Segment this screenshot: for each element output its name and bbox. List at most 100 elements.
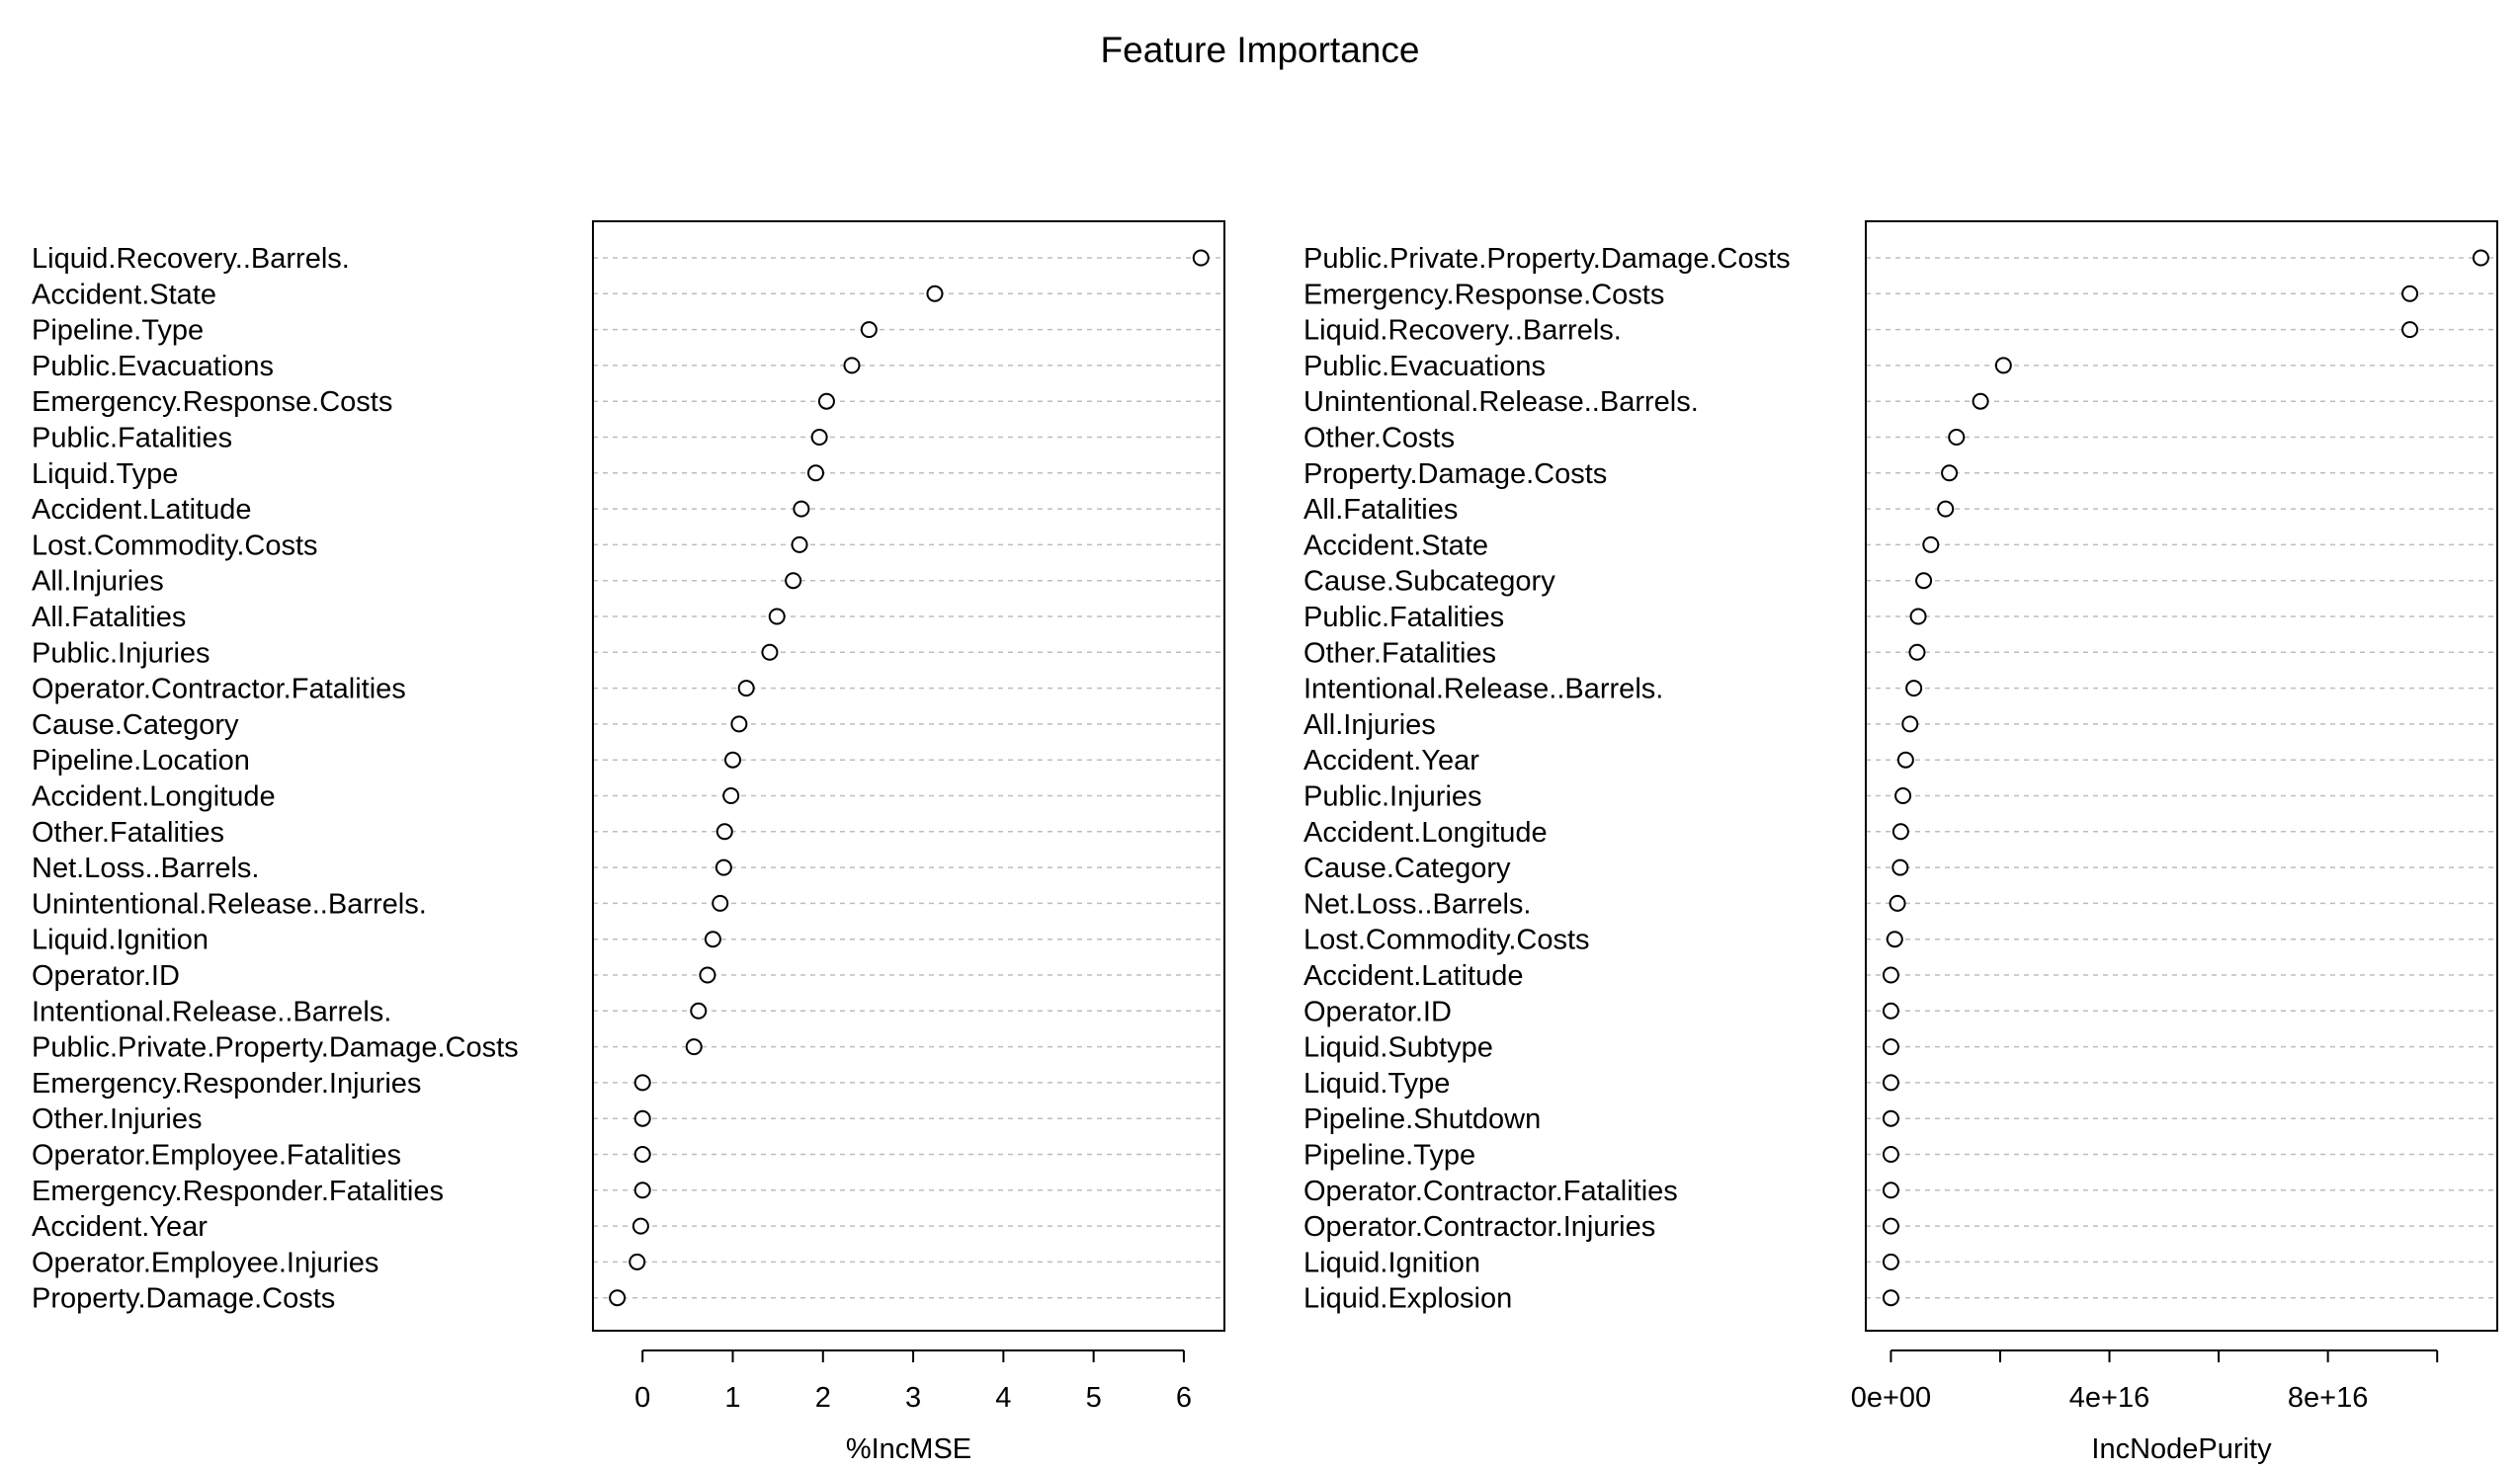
category-label: Public.Fatalities (32, 423, 232, 454)
data-point (1894, 787, 1912, 804)
incmse-dotchart-panel: Liquid.Recovery..Barrels. Accident.State P… (32, 220, 1225, 1465)
category-label: Operator.Employee.Fatalities (32, 1140, 401, 1172)
data-point (699, 966, 716, 984)
data-point (1882, 1289, 1899, 1307)
category-label: Unintentional.Release..Barrels. (32, 888, 427, 920)
figure-title: Feature Importance (1101, 30, 1420, 70)
category-label: Public.Evacuations (1303, 351, 1546, 382)
data-point (631, 1217, 649, 1235)
category-label: Pipeline.Type (32, 315, 204, 347)
data-point (2472, 249, 2489, 267)
category-label: Liquid.Subtype (1303, 1032, 1493, 1064)
category-label: Cause.Subcategory (1303, 566, 1555, 598)
data-point (1882, 1182, 1899, 1199)
category-label: Lost.Commodity.Costs (32, 530, 318, 561)
data-point (723, 751, 741, 769)
data-point (633, 1074, 651, 1092)
incnodepurity-dotchart-panel: Public.Private.Property.Damage.Costs Emer… (1303, 220, 2498, 1465)
category-label: Lost.Commodity.Costs (1303, 925, 1590, 956)
category-label: All.Injuries (1303, 709, 1436, 741)
category-label: Public.Private.Property.Damage.Costs (32, 1032, 519, 1064)
category-label: All.Fatalities (32, 602, 186, 633)
category-label: Pipeline.Type (1303, 1140, 1475, 1172)
category-label: Liquid.Recovery..Barrels. (1303, 315, 1622, 347)
data-point (817, 392, 835, 410)
x-tick-label: 6 (1176, 1382, 1192, 1414)
data-point (761, 643, 779, 661)
data-point (685, 1038, 703, 1056)
x-tick-label: 4e+16 (2069, 1382, 2149, 1414)
data-point (1901, 715, 1919, 733)
data-point (1922, 535, 1940, 553)
category-label: Accident.Longitude (32, 781, 276, 813)
category-label: Liquid.Ignition (1303, 1247, 1480, 1278)
category-label: Emergency.Response.Costs (1303, 279, 1664, 310)
data-point (2401, 285, 2419, 302)
category-label: Operator.Employee.Injuries (32, 1247, 378, 1278)
category-label: Operator.ID (1303, 996, 1452, 1027)
data-point (712, 894, 729, 912)
category-label: Public.Fatalities (1303, 602, 1504, 633)
data-point (1948, 429, 1966, 446)
data-point (1941, 464, 1959, 482)
category-label: Accident.State (32, 279, 216, 310)
x-axis-title: %IncMSE (846, 1433, 971, 1465)
category-label: Unintentional.Release..Barrels. (1303, 386, 1699, 418)
category-label: All.Injuries (32, 566, 164, 598)
data-point (810, 429, 828, 446)
category-label: Emergency.Responder.Fatalities (32, 1176, 444, 1207)
plot-frame (592, 220, 1225, 1332)
category-label: Property.Damage.Costs (32, 1283, 335, 1315)
category-label: Pipeline.Location (32, 745, 250, 776)
x-tick-label: 0e+00 (1851, 1382, 1931, 1414)
category-label: Operator.ID (32, 960, 180, 992)
x-tick-label: 0 (634, 1382, 650, 1414)
category-label: Accident.Latitude (1303, 960, 1523, 992)
category-label: Cause.Category (1303, 853, 1511, 884)
data-point (690, 1002, 708, 1020)
data-point (714, 858, 732, 876)
x-tick-label: 8e+16 (2288, 1382, 2368, 1414)
category-label: Accident.Year (32, 1211, 208, 1243)
data-point (1891, 823, 1909, 841)
data-point (791, 535, 808, 553)
data-point (1889, 894, 1906, 912)
data-point (1882, 1146, 1899, 1163)
data-point (633, 1146, 651, 1163)
x-tick-label: 5 (1086, 1382, 1102, 1414)
category-label: Other.Injuries (32, 1103, 202, 1135)
data-point (1192, 249, 1210, 267)
data-point (926, 285, 944, 302)
category-label: Operator.Contractor.Injuries (1303, 1211, 1655, 1243)
category-label: Public.Evacuations (32, 351, 274, 382)
category-label: Emergency.Responder.Injuries (32, 1068, 421, 1100)
data-point (1994, 357, 2012, 374)
category-label: Liquid.Type (1303, 1068, 1450, 1100)
data-point (2401, 321, 2419, 339)
data-point (1882, 1109, 1899, 1127)
data-point (1882, 1038, 1899, 1056)
data-point (730, 715, 748, 733)
data-point (1896, 751, 1914, 769)
data-point (737, 680, 755, 697)
plot-frame (1865, 220, 2498, 1332)
data-point (629, 1253, 646, 1270)
x-tick-label: 1 (724, 1382, 740, 1414)
category-label: Net.Loss..Barrels. (1303, 888, 1531, 920)
x-axis-title: IncNodePurity (2091, 1433, 2272, 1465)
data-point (715, 823, 733, 841)
data-point (1908, 643, 1926, 661)
category-label: Public.Private.Property.Damage.Costs (1303, 243, 1791, 275)
data-point (1905, 680, 1923, 697)
data-point (860, 321, 878, 339)
data-point (1882, 1253, 1899, 1270)
data-point (793, 500, 810, 518)
data-point (785, 572, 802, 590)
category-label: Liquid.Recovery..Barrels. (32, 243, 350, 275)
data-point (633, 1182, 651, 1199)
data-point (806, 464, 824, 482)
data-point (1937, 500, 1955, 518)
category-label: Pipeline.Shutdown (1303, 1103, 1541, 1135)
category-label: Liquid.Type (32, 458, 178, 490)
data-point (768, 608, 786, 625)
